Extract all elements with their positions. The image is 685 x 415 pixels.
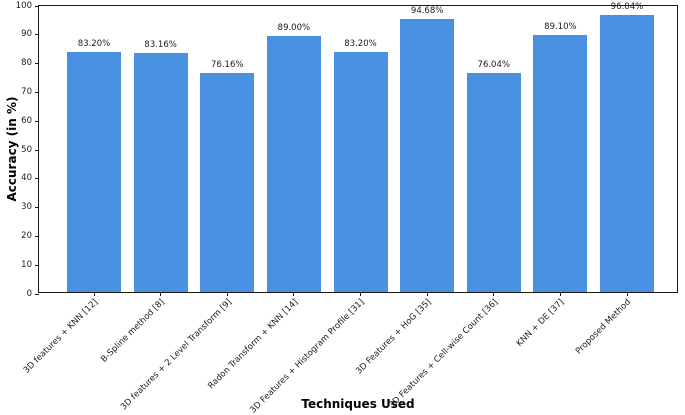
bar-value-label: 83.16%	[144, 39, 177, 50]
y-tick-label: 20	[21, 230, 32, 241]
x-tick-label: 3D features + KNN [12]	[22, 297, 101, 376]
bar	[67, 52, 121, 292]
y-tick-label: 40	[21, 173, 32, 184]
x-tick-label: 3D Features + HoG [35]	[354, 297, 434, 377]
bar-value-label: 83.20%	[77, 39, 111, 50]
x-tick-mark	[160, 292, 162, 296]
y-tick-label: 0	[26, 288, 32, 299]
plot-area: 0 10 20 30 40 50 60 70 80 90 100 3D features + KNN…	[16, 1, 678, 415]
x-tick-mark	[360, 292, 361, 296]
y-tick-mark	[35, 207, 39, 209]
y-tick-label: 80	[21, 58, 32, 69]
x-tick-mark	[93, 292, 95, 296]
y-tick-label: 50	[21, 144, 32, 155]
y-tick-label: 60	[21, 115, 32, 126]
x-tick-label: 3D features + 2 Level Transform [9]	[118, 297, 234, 413]
y-tick-mark	[35, 149, 39, 151]
y-tick-mark	[35, 178, 39, 180]
bar-value-label: 76.16%	[211, 59, 244, 70]
x-tick-label: KNN + DE [37]	[515, 297, 567, 349]
y-tick-mark	[35, 5, 39, 7]
x-tick-label: B-Spline method [8]	[99, 297, 167, 365]
bar-value-label: 76.04%	[477, 60, 510, 71]
bar-value-label: 89.00%	[277, 22, 311, 33]
y-tick-mark	[35, 120, 39, 122]
x-tick-mark	[426, 292, 428, 296]
x-tick-label: 3D Features + Cell-wise Count [36]	[387, 297, 501, 411]
y-tick-label: 30	[21, 202, 32, 213]
bar	[533, 35, 588, 292]
y-tick-mark	[35, 293, 39, 295]
y-tick-label: 10	[21, 259, 32, 270]
x-tick-mark	[493, 292, 495, 296]
bar-value-label: 89.10%	[544, 22, 577, 33]
x-tick-mark	[293, 292, 295, 296]
bar-value-label: 94.68%	[410, 6, 444, 17]
bar	[400, 19, 455, 292]
y-tick-mark	[35, 63, 39, 65]
x-tick-mark	[559, 292, 561, 296]
y-tick-label: 90	[21, 29, 32, 40]
y-tick-label: 100	[15, 0, 32, 11]
x-tick-label: Proposed Method	[574, 297, 634, 357]
bar	[266, 35, 321, 292]
y-tick-mark	[35, 91, 39, 93]
bar	[466, 73, 521, 292]
y-tick-label: 70	[21, 86, 32, 97]
bar	[333, 52, 388, 292]
y-axis-label: Accuracy (in %)	[5, 96, 19, 202]
y-tick-mark	[35, 264, 39, 266]
x-tick-mark	[226, 292, 228, 296]
bar	[200, 72, 255, 292]
y-tick-mark	[35, 34, 39, 36]
x-axis-label: Techniques Used	[301, 397, 415, 411]
bar	[133, 52, 188, 292]
bar-value-label: 96.04%	[610, 2, 644, 13]
x-tick-mark	[626, 292, 628, 296]
bar	[600, 15, 654, 292]
y-tick-mark	[35, 235, 39, 237]
bar-value-label: 83.20%	[344, 39, 377, 50]
